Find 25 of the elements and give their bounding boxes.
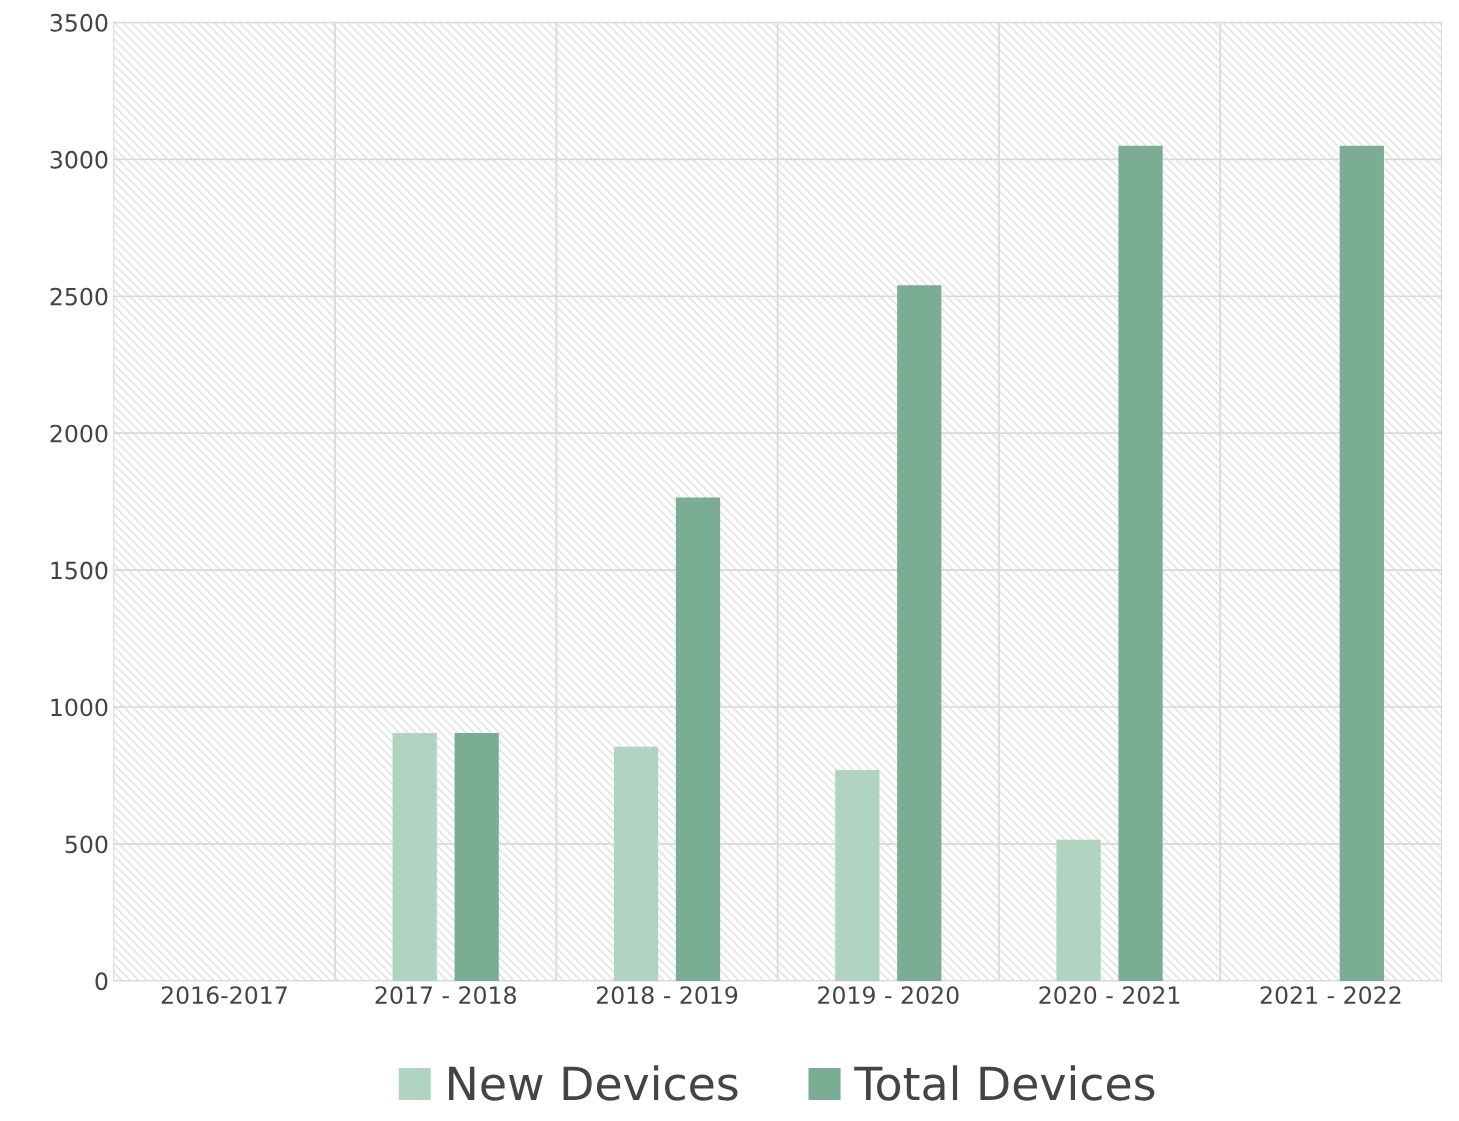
legend-label: Total Devices (854, 1065, 1155, 1101)
bar (613, 746, 659, 981)
bar (1118, 145, 1163, 981)
y-tick-label: 0 (95, 972, 108, 991)
y-tick-label: 2500 (50, 287, 108, 306)
y-tick-label: 1000 (51, 698, 108, 717)
bar (675, 497, 721, 981)
bar (392, 733, 437, 981)
x-tick-label: 2019 - 2020 (818, 986, 959, 1005)
bar (835, 770, 880, 981)
x-tick-label: 2018 - 2019 (596, 986, 738, 1005)
bar (1339, 145, 1384, 981)
y-tick-label: 1500 (51, 561, 108, 580)
bar (454, 733, 499, 981)
x-tick-label: 2021 - 2022 (1260, 986, 1401, 1005)
y-tick-label: 2000 (50, 424, 108, 443)
x-tick-label: 2017 - 2018 (375, 986, 516, 1005)
y-tick-label: 500 (65, 835, 108, 854)
bar (897, 285, 942, 981)
x-tick-label: 2020 - 2021 (1039, 986, 1180, 1005)
x-tick-label: 2016-2017 (161, 986, 287, 1005)
legend-label: New Devices (449, 1065, 738, 1101)
y-tick-label: 3000 (50, 150, 108, 169)
y-tick-label: 3500 (50, 13, 108, 32)
bar (1056, 839, 1101, 981)
